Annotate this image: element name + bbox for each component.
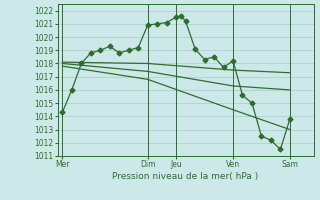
- X-axis label: Pression niveau de la mer( hPa ): Pression niveau de la mer( hPa ): [112, 172, 259, 181]
